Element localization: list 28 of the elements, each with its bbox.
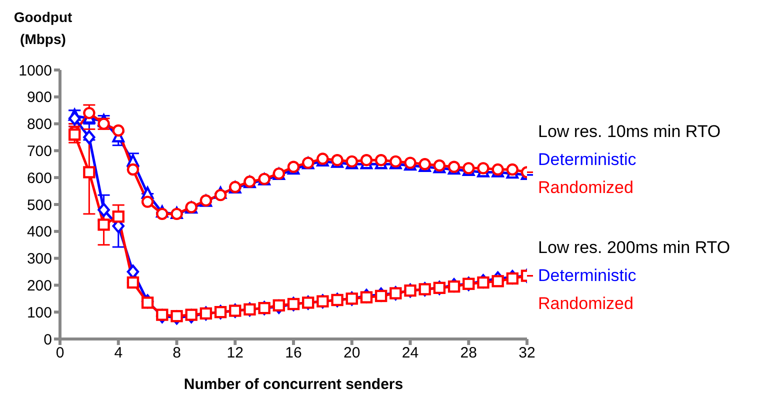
y-tick-label: 700 bbox=[26, 143, 52, 160]
x-tick-label: 12 bbox=[226, 344, 244, 362]
y-tick-label: 300 bbox=[26, 250, 52, 268]
y-tick-label: 1000 bbox=[18, 62, 52, 80]
series-label: Randomized bbox=[538, 177, 634, 199]
x-tick-label: 4 bbox=[114, 344, 123, 362]
y-tick-label: 500 bbox=[26, 196, 52, 214]
y-tick-label: 0 bbox=[44, 331, 52, 348]
y-tick-label: 900 bbox=[26, 89, 52, 106]
y-tick-label: 100 bbox=[26, 304, 52, 322]
text: Low res. 200ms min RTO bbox=[538, 237, 730, 259]
x-tick-label: 16 bbox=[285, 344, 302, 362]
x-tick-label: 20 bbox=[344, 344, 360, 362]
y-axis-title: Goodput (Mbps) bbox=[12, 8, 74, 49]
y-tick-label: 200 bbox=[26, 278, 52, 295]
x-tick-label: 24 bbox=[402, 344, 419, 362]
x-tick-label: 32 bbox=[518, 344, 536, 362]
text: Low res. 10ms min RTO bbox=[538, 121, 722, 143]
y-tick-label: 400 bbox=[26, 224, 52, 241]
x-tick-label: 8 bbox=[172, 344, 181, 362]
x-tick-label: 0 bbox=[56, 344, 64, 362]
x-tick-label: 28 bbox=[460, 344, 477, 362]
y-tick-label: 600 bbox=[26, 170, 52, 187]
series-label: Randomized bbox=[538, 293, 634, 315]
y-tick-label: 800 bbox=[26, 116, 52, 134]
x-axis-title: Number of concurrent senders bbox=[184, 376, 404, 393]
series-label: Deterministic bbox=[538, 149, 638, 171]
series-label: Deterministic bbox=[538, 265, 638, 287]
